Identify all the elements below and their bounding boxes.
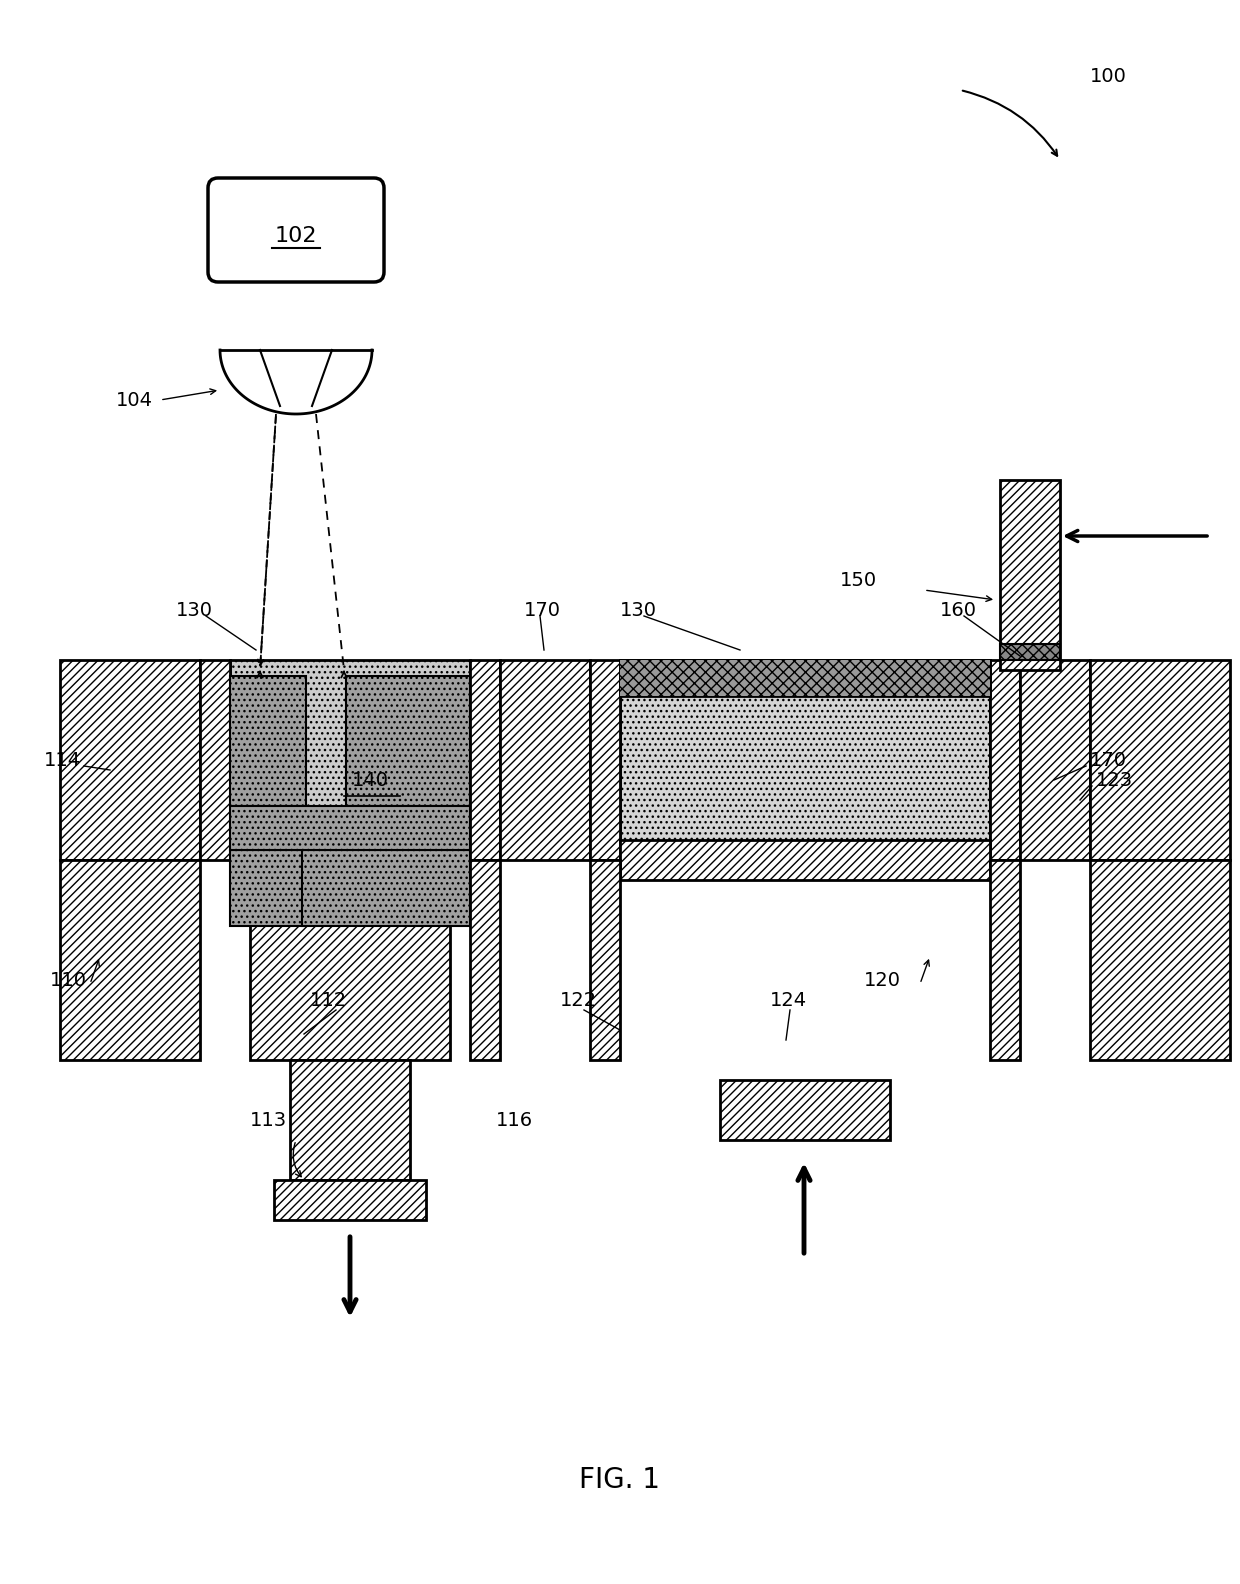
Bar: [250, 860, 450, 1060]
Bar: [200, 661, 229, 860]
Bar: [1090, 661, 1230, 860]
Bar: [60, 860, 200, 1060]
Bar: [590, 661, 620, 860]
Text: 140: 140: [351, 770, 388, 789]
Bar: [1090, 860, 1230, 1060]
Bar: [999, 480, 1060, 670]
Text: 170: 170: [525, 600, 560, 619]
Text: 113: 113: [250, 1110, 288, 1129]
Bar: [229, 661, 470, 860]
Text: 170: 170: [1090, 751, 1127, 770]
Bar: [229, 806, 470, 851]
Bar: [60, 661, 200, 860]
Polygon shape: [219, 350, 372, 413]
Bar: [999, 645, 1060, 661]
Text: 150: 150: [839, 570, 877, 589]
Bar: [470, 661, 500, 860]
Text: 123: 123: [1096, 770, 1133, 789]
Bar: [1021, 661, 1090, 860]
Bar: [500, 661, 590, 860]
Bar: [229, 676, 306, 806]
Text: 100: 100: [1090, 67, 1127, 86]
FancyBboxPatch shape: [208, 177, 384, 282]
Text: 130: 130: [620, 600, 657, 619]
Text: 116: 116: [496, 1110, 533, 1129]
Bar: [990, 661, 1021, 860]
Bar: [303, 851, 470, 927]
Text: 110: 110: [50, 971, 87, 990]
Text: 120: 120: [864, 971, 901, 990]
Text: 102: 102: [275, 227, 317, 246]
Bar: [590, 860, 620, 1060]
Text: 114: 114: [43, 751, 81, 770]
Text: FIG. 1: FIG. 1: [579, 1467, 661, 1494]
Bar: [990, 860, 1021, 1060]
Bar: [720, 1080, 890, 1140]
Bar: [274, 1180, 427, 1220]
Bar: [229, 851, 306, 927]
Bar: [620, 661, 990, 695]
Bar: [620, 661, 990, 695]
Text: 104: 104: [117, 391, 153, 410]
Bar: [620, 840, 990, 881]
Bar: [290, 1060, 410, 1180]
Bar: [470, 860, 500, 1060]
Text: 160: 160: [940, 600, 977, 619]
Text: 122: 122: [560, 990, 598, 1009]
Text: 130: 130: [176, 600, 213, 619]
Bar: [620, 661, 990, 860]
Text: 112: 112: [310, 990, 347, 1009]
Bar: [346, 676, 470, 806]
Text: 124: 124: [770, 990, 807, 1009]
